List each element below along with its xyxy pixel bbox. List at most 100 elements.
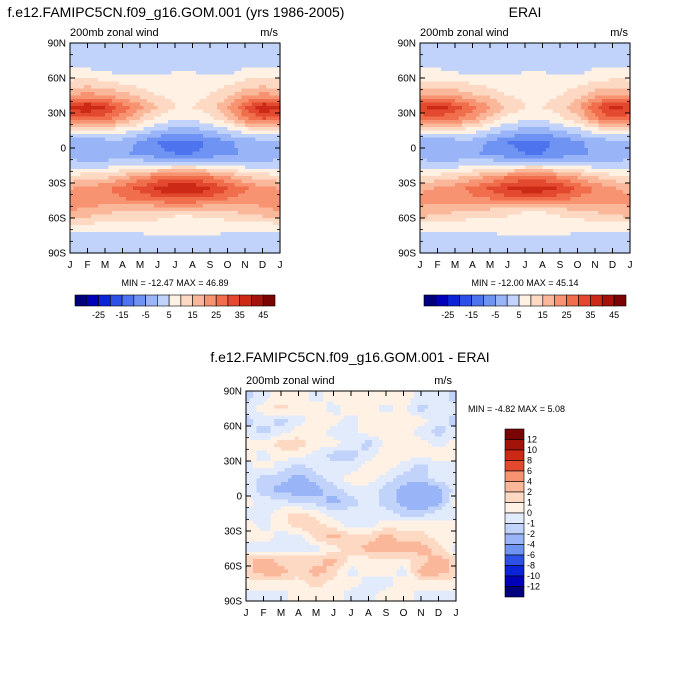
contour-cell <box>189 92 194 97</box>
contour-cell <box>483 88 488 93</box>
contour-cell <box>108 221 113 226</box>
contour-cell <box>276 81 281 86</box>
contour-cell <box>168 50 173 55</box>
contour-cell <box>245 78 250 83</box>
contour-cell <box>584 57 589 62</box>
contour-cell <box>493 85 498 90</box>
contour-cell <box>147 162 152 167</box>
contour-cell <box>164 193 169 198</box>
contour-cell <box>238 88 243 93</box>
contour-cell <box>206 235 211 240</box>
contour-cell <box>98 249 103 254</box>
contour-cell <box>626 95 631 100</box>
contour-cell <box>539 102 544 107</box>
contour-cell <box>479 99 484 104</box>
contour-cell <box>420 74 425 79</box>
contour-cell <box>276 102 281 107</box>
contour-cell <box>136 64 141 69</box>
contour-cell <box>80 204 85 209</box>
contour-cell <box>73 165 78 170</box>
contour-cell <box>276 88 281 93</box>
contour-cell <box>129 113 134 118</box>
contour-cell <box>98 204 103 209</box>
contour-cell <box>126 109 131 114</box>
contour-cell <box>182 186 187 191</box>
contour-cell <box>94 169 99 174</box>
contour-cell <box>171 134 176 139</box>
contour-cell <box>224 204 229 209</box>
contour-cell <box>577 53 582 58</box>
contour-cell <box>105 172 110 177</box>
contour-cell <box>73 57 78 62</box>
contour-cell <box>567 113 572 118</box>
contour-cell <box>80 239 85 244</box>
contour-cell <box>574 92 579 97</box>
contour-cell <box>238 169 243 174</box>
contour-cell <box>84 95 89 100</box>
contour-cell <box>465 116 470 121</box>
contour-cell <box>458 67 463 72</box>
contour-cell <box>437 64 442 69</box>
contour-cell <box>525 71 530 76</box>
contour-cell <box>101 74 106 79</box>
contour-cell <box>269 95 274 100</box>
contour-cell <box>458 85 463 90</box>
contour-cell <box>252 183 257 188</box>
contour-cell <box>420 43 425 48</box>
contour-cell <box>255 169 260 174</box>
contour-cell <box>213 130 218 135</box>
contour-cell <box>231 127 236 132</box>
contour-cell <box>206 92 211 97</box>
contour-cell <box>112 88 117 93</box>
contour-cell <box>136 71 141 76</box>
contour-cell <box>196 162 201 167</box>
contour-cell <box>154 158 159 163</box>
contour-cell <box>178 148 183 153</box>
contour-cell <box>245 162 250 167</box>
contour-cell <box>626 60 631 65</box>
contour-cell <box>210 197 215 202</box>
contour-cell <box>518 43 523 48</box>
contour-cell <box>154 116 159 121</box>
contour-cell <box>168 179 173 184</box>
contour-cell <box>129 183 134 188</box>
contour-cell <box>504 53 509 58</box>
contour-cell <box>458 46 463 51</box>
contour-cell <box>539 74 544 79</box>
contour-cell <box>234 64 239 69</box>
contour-cell <box>553 46 558 51</box>
contour-cell <box>136 120 141 125</box>
contour-cell <box>108 249 113 254</box>
contour-cell <box>241 183 246 188</box>
contour-cell <box>199 158 204 163</box>
contour-cell <box>171 228 176 233</box>
contour-cell <box>234 46 239 51</box>
contour-cell <box>266 221 271 226</box>
contour-cell <box>87 106 92 111</box>
contour-cell <box>262 190 267 195</box>
contour-cell <box>535 92 540 97</box>
contour-cell <box>525 88 530 93</box>
contour-cell <box>248 46 253 51</box>
contour-cell <box>199 46 204 51</box>
contour-cell <box>98 141 103 146</box>
contour-cell <box>136 102 141 107</box>
contour-cell <box>196 221 201 226</box>
contour-cell <box>423 50 428 55</box>
contour-cell <box>70 246 75 251</box>
contour-cell <box>98 113 103 118</box>
contour-cell <box>91 88 96 93</box>
contour-cell <box>231 78 236 83</box>
contour-cell <box>140 239 145 244</box>
contour-cell <box>444 102 449 107</box>
contour-cell <box>84 46 89 51</box>
contour-cell <box>87 232 92 237</box>
contour-cell <box>511 99 516 104</box>
contour-cell <box>150 102 155 107</box>
contour-cell <box>133 60 138 65</box>
contour-cell <box>178 232 183 237</box>
contour-cell <box>126 43 131 48</box>
contour-cell <box>574 88 579 93</box>
contour-cell <box>518 85 523 90</box>
contour-cell <box>129 85 134 90</box>
